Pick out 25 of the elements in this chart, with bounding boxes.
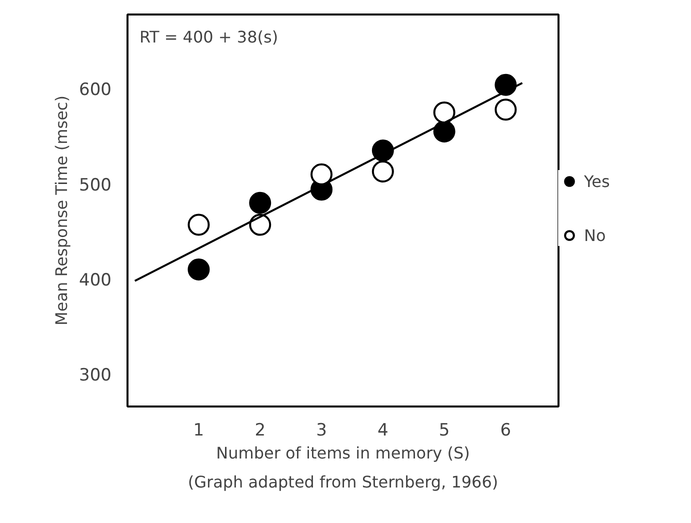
point: [372, 160, 394, 182]
point: [433, 102, 456, 124]
x-tick-label: 1: [193, 420, 204, 440]
x-tick-label: 6: [500, 420, 512, 440]
legend-label: Yes: [584, 172, 610, 190]
point: [494, 98, 517, 121]
x-tick-label: 4: [378, 420, 388, 440]
x-axis-title: Number of items in memory (S): [216, 444, 470, 462]
point: [310, 163, 333, 186]
legend-label: No: [584, 226, 606, 244]
x-tick-label: 2: [254, 420, 266, 440]
y-tick-label: 300: [79, 366, 112, 386]
annotation: RT = 400 + 38(s): [140, 28, 278, 46]
point: [249, 192, 272, 214]
y-axis-title: Mean Response Time (msec): [52, 96, 72, 326]
text: (Graph adapted from Sternberg, 1966): [188, 472, 498, 492]
x-tick-label: 5: [438, 420, 450, 440]
point: [188, 214, 210, 236]
point: [494, 74, 517, 96]
y-tick-label: 600: [79, 80, 112, 100]
y-tick-label: 400: [79, 270, 112, 291]
point: [249, 214, 272, 236]
point: [188, 258, 210, 280]
y-tick-label: 500: [79, 175, 112, 196]
x-tick-label: 3: [316, 420, 327, 440]
